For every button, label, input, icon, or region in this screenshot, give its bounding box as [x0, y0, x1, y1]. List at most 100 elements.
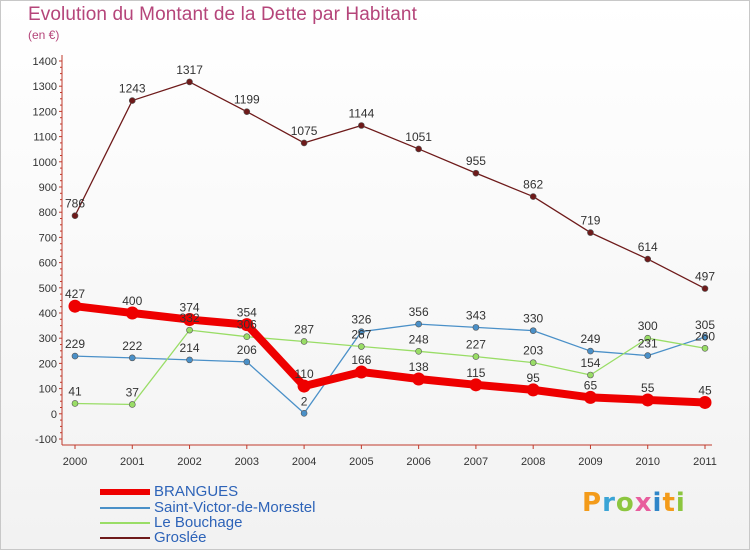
legend-label: Groslée — [154, 529, 207, 546]
logo-letter: t — [662, 488, 676, 518]
data-label: 305 — [695, 318, 715, 332]
data-point — [415, 145, 422, 153]
data-label: 115 — [466, 366, 485, 380]
data-label: 287 — [294, 322, 314, 336]
x-tick-label: 2004 — [292, 456, 316, 468]
data-point — [701, 333, 709, 341]
y-tick-label: 800 — [39, 207, 57, 219]
data-point — [415, 320, 422, 328]
logo-letter: o — [615, 488, 635, 518]
logo-letter: i — [652, 488, 663, 518]
series-line-3 — [74, 81, 706, 290]
data-label: 1199 — [234, 93, 260, 107]
data-point — [472, 353, 480, 360]
data-point — [583, 390, 597, 404]
y-tick-label: 200 — [39, 358, 57, 370]
data-point — [587, 229, 594, 236]
y-tick-label: 1400 — [33, 56, 57, 68]
x-tick-label: 2003 — [235, 456, 259, 468]
data-point — [183, 313, 197, 327]
data-label: 326 — [351, 313, 371, 327]
y-tick-label: 100 — [39, 384, 57, 396]
data-label: 206 — [237, 343, 257, 357]
data-label: 356 — [409, 305, 429, 319]
y-tick-label: 300 — [39, 333, 57, 345]
data-label: 95 — [527, 371, 541, 385]
legend-swatch — [100, 537, 150, 539]
y-tick-label: 1300 — [33, 81, 57, 93]
y-tick-label: 500 — [39, 283, 57, 295]
data-point — [641, 393, 655, 407]
data-label: 248 — [409, 332, 429, 346]
data-label: 203 — [523, 344, 543, 358]
data-point — [71, 212, 79, 220]
legend-label: Saint-Victor-de-Morestel — [154, 499, 316, 516]
legend-swatch — [100, 507, 150, 509]
data-label: 330 — [523, 312, 543, 326]
x-tick-label: 2000 — [63, 456, 87, 468]
data-label: 229 — [65, 337, 85, 351]
y-tick-label: 400 — [39, 308, 57, 320]
data-label: 497 — [695, 270, 715, 284]
data-label: 37 — [126, 385, 140, 399]
data-point — [529, 327, 537, 334]
data-label: 374 — [180, 301, 200, 315]
data-point — [297, 379, 311, 393]
data-label: 55 — [641, 381, 655, 395]
x-tick-label: 2005 — [349, 456, 373, 468]
data-label: 614 — [638, 240, 658, 254]
data-point — [186, 326, 193, 334]
chart-title: Evolution du Montant de la Dette par Hab… — [28, 4, 417, 25]
data-label: 1075 — [291, 124, 318, 138]
data-label: 306 — [237, 318, 257, 332]
data-point — [300, 409, 308, 417]
data-point — [644, 255, 652, 263]
data-label: 354 — [237, 306, 257, 320]
y-tick-label: 1000 — [33, 157, 57, 169]
x-tick-label: 2007 — [464, 456, 488, 468]
data-point — [698, 395, 712, 409]
data-point — [701, 285, 709, 292]
logo-letter: P — [582, 488, 603, 518]
data-label: 222 — [122, 339, 142, 353]
data-label: 45 — [698, 383, 712, 397]
data-label: 231 — [638, 337, 658, 351]
data-point — [472, 169, 480, 177]
x-tick-label: 2010 — [635, 456, 659, 468]
data-point — [243, 108, 251, 115]
data-point — [243, 333, 251, 340]
data-point — [125, 306, 139, 320]
data-point — [300, 338, 308, 345]
data-label: 154 — [580, 356, 600, 370]
data-label: 1317 — [176, 63, 203, 77]
data-label: 110 — [295, 367, 314, 381]
data-point — [71, 352, 79, 360]
y-tick-label: 0 — [51, 409, 57, 421]
data-point — [300, 139, 308, 147]
data-label: 1051 — [405, 130, 432, 144]
data-label: 427 — [65, 287, 85, 301]
data-point — [587, 371, 594, 379]
data-point — [644, 334, 652, 342]
data-label: 719 — [580, 214, 600, 228]
data-point — [701, 344, 709, 352]
data-label: 138 — [409, 360, 429, 374]
data-label: 41 — [68, 384, 82, 398]
data-label: 65 — [584, 378, 598, 392]
data-label: 267 — [351, 328, 371, 342]
data-point — [186, 78, 193, 86]
data-label: 343 — [466, 308, 486, 322]
y-tick-label: 1200 — [33, 106, 57, 118]
data-point — [469, 378, 483, 392]
logo-letter: x — [634, 488, 653, 518]
data-point — [358, 343, 365, 350]
x-tick-label: 2011 — [693, 456, 717, 468]
data-point — [358, 328, 365, 335]
data-label: 1144 — [348, 107, 374, 121]
data-point — [354, 365, 368, 379]
legend-label: BRANGUES — [154, 483, 239, 500]
y-tick-label: 900 — [39, 182, 57, 194]
logo-letter: i — [675, 488, 686, 518]
